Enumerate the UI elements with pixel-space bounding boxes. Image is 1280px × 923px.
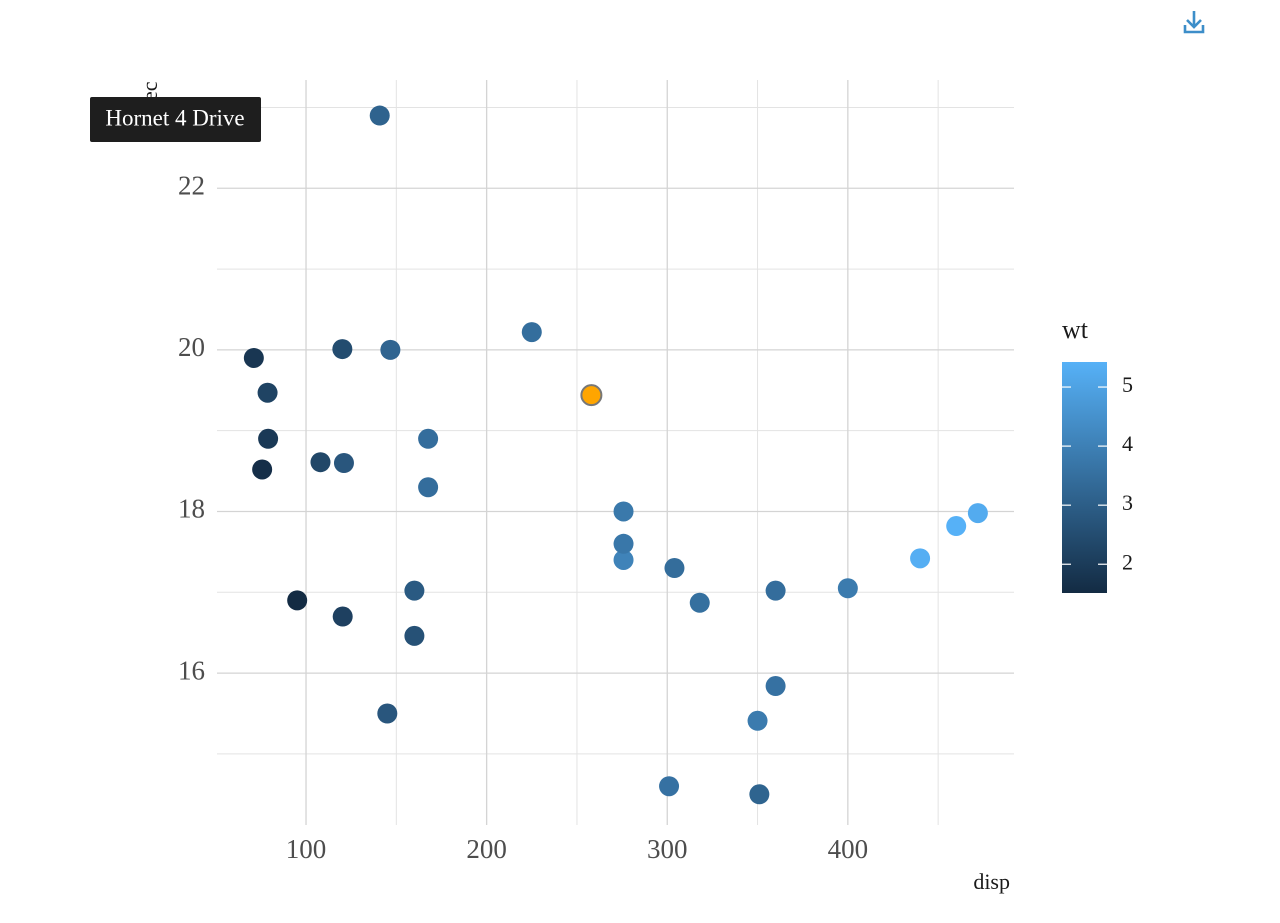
point [380, 339, 401, 360]
x-axis-label: disp [973, 869, 1010, 894]
point [258, 428, 279, 449]
point [332, 339, 353, 360]
point [287, 590, 308, 611]
point [910, 548, 931, 569]
point [664, 558, 685, 579]
point [749, 784, 770, 805]
y-tick-label: 20 [178, 332, 205, 362]
y-tick-label: 18 [178, 494, 205, 524]
download-button[interactable] [1183, 11, 1205, 34]
point [946, 516, 967, 537]
download-icon[interactable] [1183, 11, 1205, 34]
point [613, 501, 634, 522]
point [377, 703, 398, 724]
point [765, 580, 786, 601]
tooltip-text: Hornet 4 Drive [105, 105, 244, 130]
point [659, 776, 680, 797]
point [404, 625, 425, 646]
point [747, 710, 768, 731]
point [333, 453, 354, 474]
point [765, 676, 786, 697]
legend-tick-label: 5 [1122, 372, 1133, 397]
point [418, 428, 439, 449]
point [332, 606, 353, 627]
point [967, 503, 988, 524]
point [243, 347, 264, 368]
point [613, 533, 634, 554]
tooltip-box [90, 97, 261, 142]
tooltip: Hornet 4 Drive [90, 97, 261, 142]
legend-tick-label: 3 [1122, 490, 1133, 515]
point [580, 384, 603, 407]
point [837, 578, 858, 599]
points [243, 105, 988, 805]
point [418, 477, 439, 498]
point [369, 105, 390, 126]
legend-tick-label: 4 [1122, 431, 1133, 456]
legend: 2 3 4 5 [1062, 362, 1133, 593]
legend-title: wt [1062, 315, 1089, 344]
point [404, 580, 425, 601]
x-tick-label: 400 [828, 834, 869, 864]
grid: 100 200 300 400 16 18 20 22 [178, 80, 1014, 864]
point [613, 549, 634, 570]
x-tick-label: 200 [466, 834, 507, 864]
point [257, 382, 278, 403]
point [689, 592, 710, 613]
x-tick-label: 100 [286, 834, 327, 864]
x-tick-label: 300 [647, 834, 688, 864]
point [252, 459, 273, 480]
point [310, 452, 331, 473]
y-tick-label: 22 [178, 170, 205, 200]
legend-tick-label: 2 [1122, 549, 1133, 574]
colorbar [1062, 362, 1107, 593]
y-tick-label: 16 [178, 655, 205, 685]
point [521, 322, 542, 343]
